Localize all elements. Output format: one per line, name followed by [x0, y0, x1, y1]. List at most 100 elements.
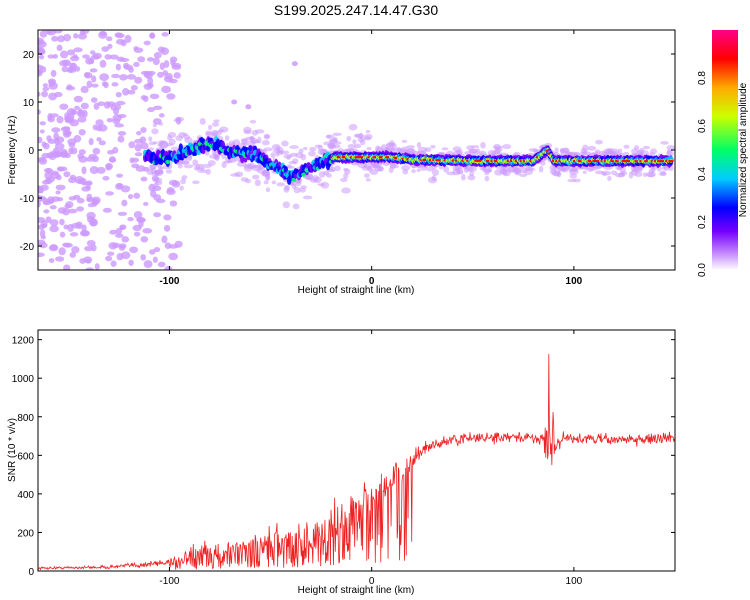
spectrogram-cell [157, 261, 166, 268]
spectrogram-cell [86, 211, 96, 220]
spectrogram-cell [80, 230, 90, 237]
spectrogram-cell [131, 163, 140, 169]
spectrogram-cell [143, 201, 149, 206]
spectrogram-cell [67, 224, 74, 232]
spectrogram-cell [109, 54, 119, 60]
spectrogram-cell [236, 161, 247, 167]
spectrogram-cell [263, 180, 269, 185]
spectrogram-cell [234, 171, 244, 178]
spectrogram-cell [116, 173, 124, 178]
spectrogram-cell [331, 144, 341, 149]
spectrogram-cell [557, 170, 562, 178]
spectrogram-y-label: Frequency (Hz) [7, 116, 18, 185]
spectrogram-cell [323, 141, 330, 146]
spectrogram-x-label: Height of straight line (km) [298, 285, 415, 296]
spectrogram-cell [666, 145, 675, 151]
spectrogram-cell [465, 165, 474, 172]
spectrogram-cell [42, 83, 48, 88]
spectrogram-cell [204, 151, 210, 156]
spectrogram-cell [168, 252, 179, 261]
spectrogram-cell [91, 75, 97, 83]
spectrogram-cell [312, 175, 320, 182]
spectrogram-cell [346, 135, 352, 142]
spectrogram-cell [317, 144, 323, 151]
spectrogram-cell [64, 152, 72, 159]
spectrogram-cell [50, 172, 61, 179]
spectrogram-cell [252, 174, 260, 180]
spectrogram-cell [211, 129, 219, 137]
spectrogram-cell [107, 43, 113, 49]
spectrogram-cell [389, 147, 395, 152]
spectrogram-cell [174, 116, 185, 122]
spectrogram-cell [140, 176, 148, 182]
spectrogram-cell [47, 54, 55, 59]
spectrogram-cell [115, 33, 125, 39]
spectrogram-cell [569, 173, 578, 179]
spectrogram-cell [115, 63, 121, 71]
spectrogram-cell [183, 164, 194, 169]
spectrogram-cell [140, 126, 147, 134]
spectrogram-cell [38, 224, 45, 230]
spectrogram-cell [133, 231, 141, 237]
spectrogram-cell [73, 135, 82, 143]
spectrogram-cell [78, 155, 88, 163]
spectrogram-cell [82, 54, 90, 59]
spectrogram-cell [107, 251, 115, 256]
spectrogram-cell [53, 91, 63, 98]
spectrogram-cell [43, 200, 52, 206]
spectrogram-cell [165, 169, 173, 174]
spectrogram-cell [38, 64, 44, 71]
spectrogram-cell [38, 239, 46, 246]
spectrogram-cell [73, 47, 83, 53]
spectrogram-cell [42, 86, 50, 92]
spectrogram-cell [264, 134, 270, 139]
spectrogram-cell [401, 146, 409, 152]
spectrogram-cell [59, 231, 66, 238]
spectrogram-cell [140, 254, 147, 261]
snr-y-label: SNR (10 * v/v) [7, 418, 18, 482]
spectrogram-cell [301, 172, 307, 177]
snr-x-tick-label: 0 [369, 576, 375, 587]
spectrogram-cell [114, 123, 125, 128]
spectrogram-cell [155, 176, 160, 183]
spectrogram-cell [127, 89, 136, 95]
spectrogram-cell [80, 102, 89, 110]
spectrogram-cell [177, 163, 183, 169]
spectrogram-cell [464, 151, 471, 155]
spectrogram-cell [90, 244, 97, 252]
spectrogram-cell [484, 168, 491, 173]
spectrogram-cell [375, 146, 384, 154]
spectrogram-cell [199, 118, 206, 125]
spectrogram-cell [119, 74, 128, 81]
spectrogram-cell [666, 149, 672, 156]
spectrogram-cell [105, 163, 112, 171]
spectrogram-cell [326, 134, 332, 139]
spectrogram-cell [205, 168, 212, 175]
spectrogram-cell [151, 128, 159, 135]
spectrogram-cell [130, 84, 138, 91]
spectrogram-cell [127, 216, 134, 222]
spectrogram-cell [126, 74, 136, 80]
spectrogram-cell [151, 171, 158, 177]
spectrogram-cell [110, 260, 117, 267]
spectrogram-cell [67, 208, 78, 214]
colorbar-tick-label: 0.4 [697, 167, 708, 181]
spectrogram-cell [55, 190, 61, 195]
spectrogram-cell [134, 76, 143, 84]
spectrogram-cell [53, 30, 63, 34]
spectrogram-cell [207, 124, 213, 131]
spectrogram-cell [631, 148, 639, 155]
spectrogram-cell [158, 113, 165, 118]
spectrogram-cell [70, 109, 78, 115]
spectrogram-cell [66, 68, 77, 73]
spectrogram-cell [330, 166, 336, 172]
spectrogram-cell [80, 85, 89, 94]
spectrogram-cell [136, 216, 146, 223]
spectrogram-cell [115, 233, 124, 238]
spectrogram-cell [101, 46, 110, 52]
spectrogram-cell [140, 236, 149, 243]
spectrogram-cell [173, 72, 181, 79]
spectrogram-cell [225, 143, 231, 148]
